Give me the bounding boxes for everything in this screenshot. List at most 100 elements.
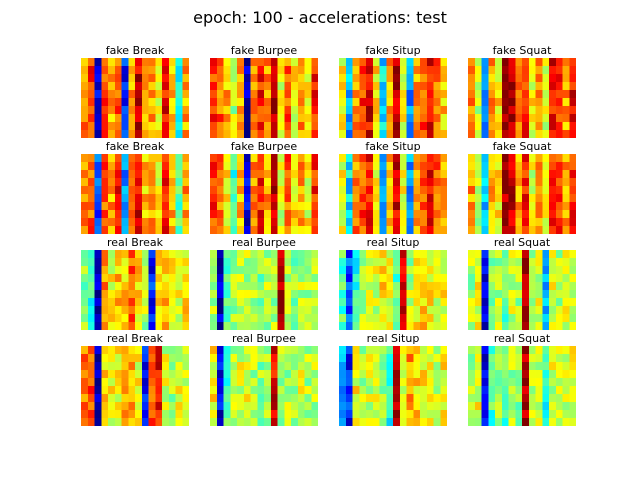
heatmap-cell <box>515 290 523 299</box>
heatmap-cell <box>121 266 129 275</box>
heatmap-cell <box>372 386 381 395</box>
heatmap-cell <box>562 226 570 234</box>
heatmap-cell <box>406 362 414 371</box>
heatmap-cell <box>386 282 394 291</box>
heatmap-cell <box>270 394 279 403</box>
heatmap-cell <box>162 202 170 211</box>
heatmap-cell <box>345 290 354 299</box>
heatmap-cell <box>243 322 252 330</box>
heatmap-cell <box>291 58 299 67</box>
heatmap-cell <box>535 418 543 426</box>
heatmap-cell <box>468 130 476 138</box>
heatmap-cell <box>562 178 570 187</box>
heatmap-cell <box>182 106 189 115</box>
heatmap-cell <box>291 210 299 219</box>
heatmap-cell <box>257 378 265 387</box>
heatmap-cell <box>162 106 170 115</box>
heatmap-cell <box>379 122 387 131</box>
heatmap-cell <box>549 346 557 355</box>
heatmap-cell <box>210 386 218 395</box>
heatmap-cell <box>175 130 183 138</box>
heatmap-cell <box>304 418 312 426</box>
heatmap-cell <box>135 314 143 323</box>
heatmap-cell <box>121 74 129 83</box>
heatmap-cell <box>108 170 116 179</box>
heatmap-cell <box>426 82 435 91</box>
heatmap-cell <box>210 306 218 315</box>
heatmap-cell <box>168 114 177 123</box>
heatmap-cell <box>440 114 447 123</box>
heatmap-cell <box>257 130 265 138</box>
heatmap-cell <box>277 194 285 203</box>
heatmap-cell <box>304 122 312 131</box>
heatmap-cell <box>474 362 483 371</box>
heatmap-cell <box>562 314 570 323</box>
heatmap-cell <box>108 274 116 283</box>
heatmap-cell <box>291 106 299 115</box>
heatmap-cell <box>386 314 394 323</box>
heatmap-cell <box>230 410 238 419</box>
heatmap-cell <box>528 266 537 275</box>
heatmap-cell <box>528 202 537 211</box>
heatmap-cell <box>297 362 306 371</box>
heatmap-cell <box>81 186 89 195</box>
heatmap-cell <box>481 258 489 267</box>
heatmap-cell <box>277 370 285 379</box>
heatmap-cell <box>291 154 299 163</box>
heatmap-cell <box>148 58 156 67</box>
heatmap-cell <box>250 202 258 211</box>
heatmap-cell <box>94 402 102 411</box>
heatmap-cell <box>386 402 394 411</box>
heatmap-cell <box>101 298 109 307</box>
heatmap-cell <box>257 98 265 107</box>
heatmap-cell <box>359 226 367 234</box>
heatmap-cell <box>426 306 435 315</box>
heatmap-cell <box>522 386 530 395</box>
heatmap-cell <box>223 370 231 379</box>
heatmap-cell <box>542 274 550 283</box>
heatmap-cell <box>87 250 96 259</box>
heatmap-cell <box>243 314 252 323</box>
heatmap-cell <box>284 162 292 171</box>
heatmap-cell <box>468 298 476 307</box>
heatmap-cell <box>128 226 136 234</box>
heatmap-cell <box>339 154 347 163</box>
heatmap-cell <box>162 362 170 371</box>
heatmap-cell <box>495 250 503 259</box>
heatmap-cell <box>81 82 89 91</box>
heatmap-cell <box>495 154 503 163</box>
heatmap-panel: real Break <box>81 333 189 426</box>
heatmap-cell <box>535 82 543 91</box>
heatmap-cell <box>515 106 523 115</box>
heatmap-cell <box>555 114 564 123</box>
heatmap-cell <box>155 410 163 419</box>
heatmap-cell <box>141 362 150 371</box>
heatmap-cell <box>569 98 576 107</box>
heatmap-cell <box>81 394 89 403</box>
heatmap-cell <box>488 290 496 299</box>
heatmap-cell <box>468 186 476 195</box>
heatmap-cell <box>522 378 530 387</box>
heatmap-cell <box>270 218 279 227</box>
heatmap-cell <box>481 362 489 371</box>
heatmap-cell <box>542 202 550 211</box>
heatmap-cell <box>549 122 557 131</box>
heatmap-cell <box>528 194 537 203</box>
heatmap-cell <box>87 402 96 411</box>
heatmap-cell <box>291 178 299 187</box>
heatmap-cell <box>230 274 238 283</box>
heatmap-cell <box>481 218 489 227</box>
heatmap-cell <box>549 394 557 403</box>
heatmap-cell <box>216 130 225 138</box>
heatmap-cell <box>135 306 143 315</box>
heatmap-cell <box>237 274 245 283</box>
heatmap-cell <box>433 282 441 291</box>
heatmap-cell <box>182 90 189 99</box>
heatmap-cell <box>440 346 447 355</box>
heatmap-cell <box>210 202 218 211</box>
heatmap-cell <box>569 186 576 195</box>
heatmap-cell <box>168 82 177 91</box>
heatmap-cell <box>366 322 374 330</box>
heatmap-cell <box>304 178 312 187</box>
heatmap-cell <box>501 186 510 195</box>
